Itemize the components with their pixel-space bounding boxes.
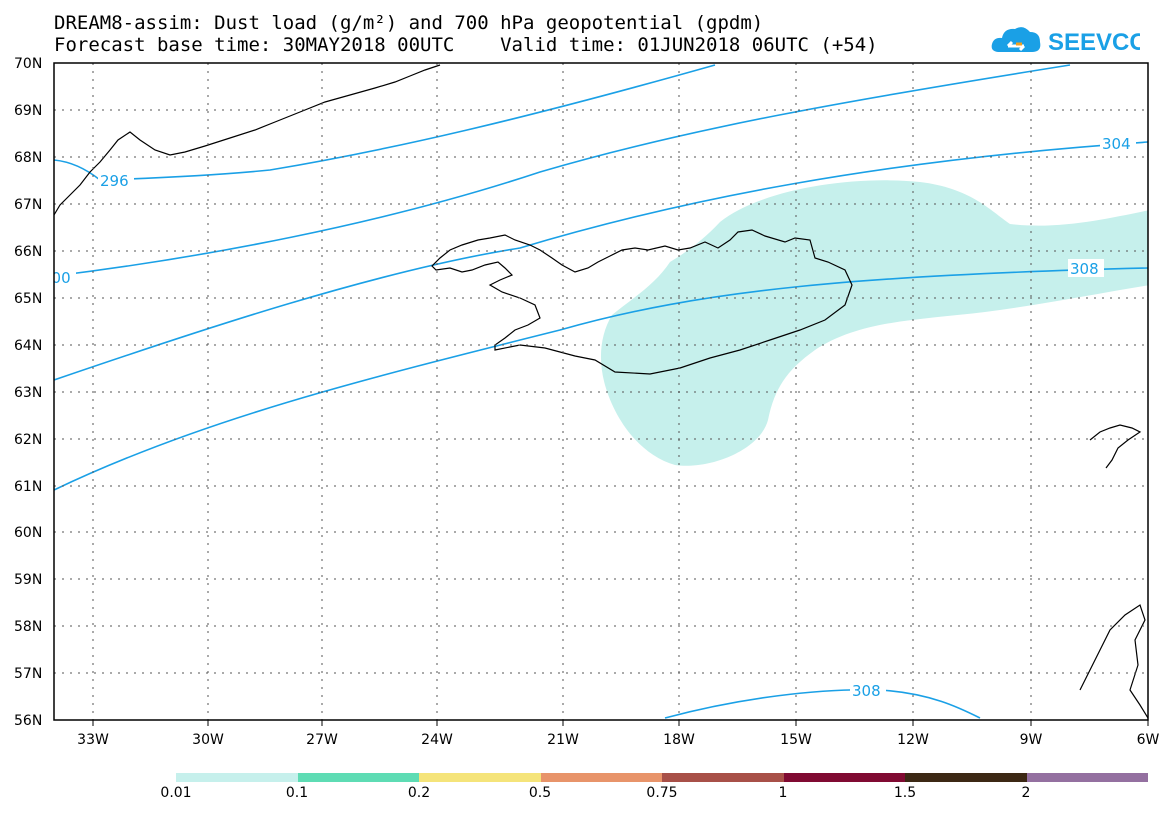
lat-label: 63N — [14, 385, 42, 401]
latitude-labels: 70N 69N 68N 67N 66N 65N 64N 63N 62N 61N … — [14, 56, 42, 729]
greenland-coastline — [54, 64, 441, 216]
colorbar — [176, 773, 1148, 782]
iceland-coastline — [431, 229, 853, 375]
lat-label: 65N — [14, 291, 42, 307]
contour-label: 308 — [1070, 260, 1099, 278]
contour-label: 308 — [852, 682, 881, 700]
lon-label: 33W — [77, 732, 109, 748]
map-frame — [53, 62, 1149, 721]
lon-label: 27W — [306, 732, 338, 748]
lon-label: 21W — [547, 732, 579, 748]
lon-label: 24W — [421, 732, 453, 748]
colorbar-label: 0.1 — [285, 785, 309, 801]
colorbar-swatch — [176, 773, 298, 782]
lon-label: 30W — [192, 732, 224, 748]
coastlines — [54, 64, 1148, 719]
colorbar-swatch — [540, 773, 662, 782]
forecast-times: Forecast base time: 30MAY2018 00UTC Vali… — [54, 34, 878, 56]
lat-label: 57N — [14, 666, 42, 682]
lat-label: 59N — [14, 572, 42, 588]
norway-coast-north — [1089, 424, 1142, 469]
logo-text: SEEVCCC — [1048, 29, 1140, 56]
norway-coast-south — [1079, 604, 1148, 719]
lat-label: 69N — [14, 103, 42, 119]
colorbar-label: 0.2 — [407, 785, 431, 801]
colorbar-swatch — [419, 773, 541, 782]
lon-label: 12W — [897, 732, 929, 748]
colorbar-swatch — [905, 773, 1027, 782]
lat-label: 56N — [14, 713, 42, 729]
contour-300 — [54, 64, 1071, 277]
dust-load-area — [601, 180, 1148, 466]
colorbar-label: 1 — [778, 785, 788, 801]
lat-label: 70N — [14, 56, 42, 72]
colorbar-swatch — [783, 773, 905, 782]
longitude-labels: 33W 30W 27W 24W 21W 18W 15W 12W 9W 6W — [77, 732, 1159, 748]
colorbar-swatch — [297, 773, 419, 782]
map-title: DREAM8-assim: Dust load (g/m²) and 700 h… — [54, 12, 764, 34]
contour-296 — [54, 64, 716, 181]
colorbar-swatch — [662, 773, 784, 782]
colorbar-label: 0.01 — [160, 785, 192, 801]
colorbar-label: 2 — [1021, 785, 1031, 801]
colorbar-label: 0.5 — [528, 785, 552, 801]
grid-lines — [54, 63, 1148, 720]
colorbar-label: 1.5 — [893, 785, 917, 801]
lat-label: 67N — [14, 197, 42, 213]
lon-label: 18W — [663, 732, 695, 748]
lon-label: 9W — [1020, 732, 1043, 748]
lat-label: 68N — [14, 150, 42, 166]
lon-label: 6W — [1137, 732, 1160, 748]
contour-308b — [664, 688, 981, 719]
colorbar-swatch — [1026, 773, 1148, 782]
contour-label: 296 — [100, 172, 129, 190]
cloud-icon — [991, 27, 1041, 52]
lat-label: 61N — [14, 479, 42, 495]
seevccc-logo: SEEVCCC — [991, 27, 1140, 56]
lon-label: 15W — [780, 732, 812, 748]
lat-label: 66N — [14, 244, 42, 260]
contour-label: 304 — [1102, 135, 1131, 153]
lat-label: 62N — [14, 432, 42, 448]
lat-label: 58N — [14, 619, 42, 635]
contour-label-bg — [54, 134, 1136, 699]
axis-ticks — [92, 720, 1149, 726]
colorbar-label: 0.75 — [646, 785, 678, 801]
contour-label: 300 — [42, 269, 71, 287]
lat-label: 64N — [14, 338, 42, 354]
lat-label: 60N — [14, 525, 42, 541]
contour-308a — [54, 267, 1148, 491]
